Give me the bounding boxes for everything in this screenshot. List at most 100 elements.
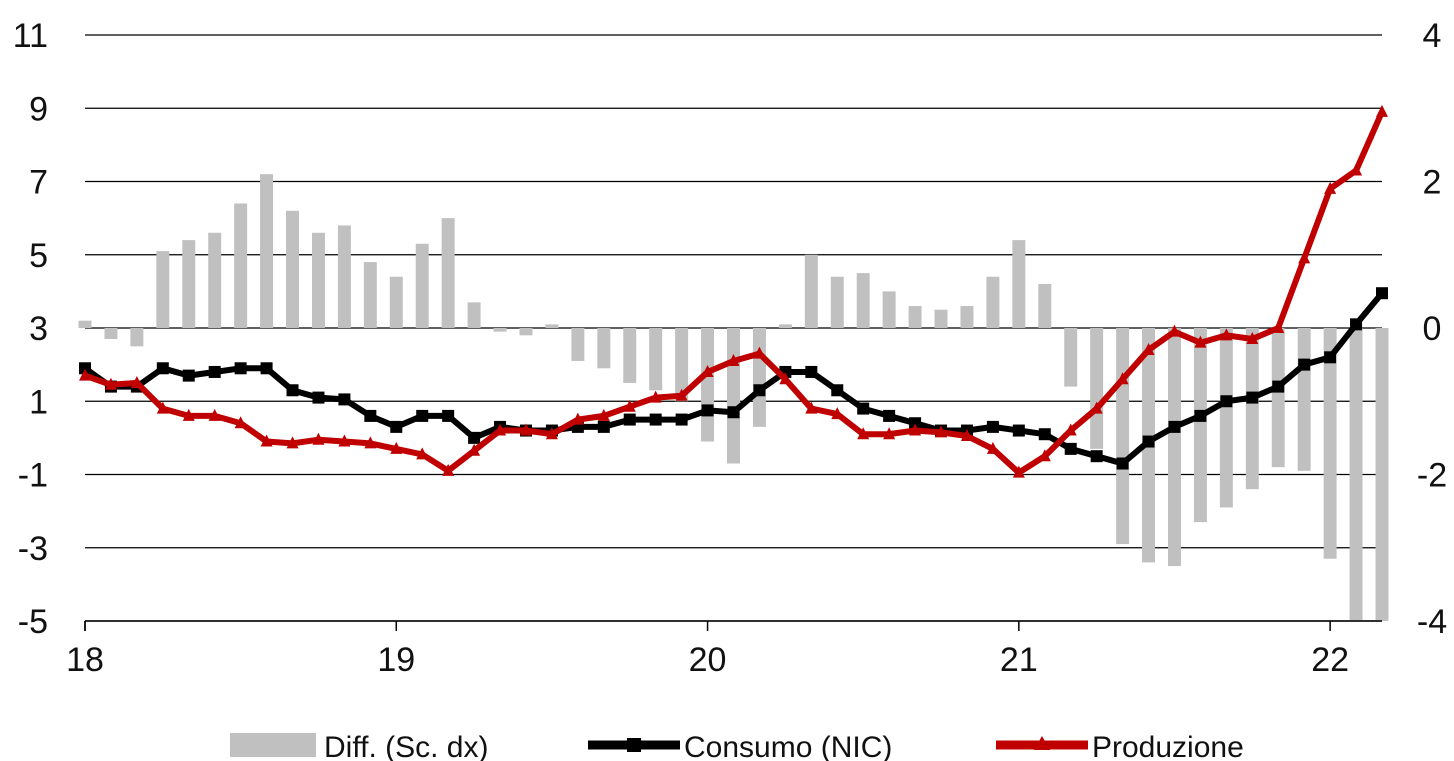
legend-label-consumo: Consumo (NIC) xyxy=(684,731,892,761)
point-consumo xyxy=(1246,391,1259,404)
point-produzione xyxy=(753,346,766,359)
point-produzione xyxy=(779,372,792,385)
point-produzione xyxy=(442,463,455,476)
point-consumo xyxy=(883,409,896,422)
bar-diff xyxy=(856,273,870,328)
point-produzione xyxy=(182,408,195,421)
point-consumo xyxy=(468,431,481,444)
legend-item-consumo: Consumo (NIC) xyxy=(588,731,892,761)
point-consumo xyxy=(182,369,195,382)
y-left-tick-label: -5 xyxy=(18,603,48,641)
point-consumo xyxy=(338,393,351,406)
bar-diff xyxy=(441,218,455,328)
point-produzione xyxy=(1272,321,1285,333)
bar-diff xyxy=(571,328,585,361)
bar-diff xyxy=(1297,328,1311,471)
bar-diff xyxy=(882,291,896,328)
point-consumo xyxy=(1064,442,1077,455)
point-consumo xyxy=(1350,318,1363,331)
point-consumo xyxy=(909,417,922,430)
legend-item-diff: Diff. (Sc. dx) xyxy=(230,731,488,761)
point-produzione xyxy=(364,436,377,449)
bar-diff xyxy=(623,328,637,383)
bar-diff xyxy=(493,328,507,332)
point-consumo xyxy=(805,365,818,378)
bar-diff xyxy=(78,320,92,328)
diff-bars xyxy=(78,174,1389,621)
legend-marker-produzione xyxy=(1034,736,1050,750)
x-tick-label: 19 xyxy=(377,641,415,679)
y-axis-right: 4 2 0 -2 -4 xyxy=(1417,17,1447,641)
point-consumo xyxy=(1194,409,1207,422)
point-produzione xyxy=(960,429,973,442)
y-left-tick-label: 5 xyxy=(29,237,48,275)
bar-diff xyxy=(986,276,1000,328)
point-consumo xyxy=(597,420,610,433)
y-left-tick-label: -1 xyxy=(18,457,48,495)
point-consumo xyxy=(1168,420,1181,433)
bar-diff xyxy=(1375,328,1389,621)
bar-diff xyxy=(182,240,196,328)
bar-diff xyxy=(597,328,611,369)
point-consumo xyxy=(701,404,714,417)
point-consumo xyxy=(442,409,455,422)
bar-diff xyxy=(1038,284,1052,328)
bar-diff xyxy=(752,328,766,427)
y-right-tick-label: 2 xyxy=(1423,164,1442,202)
point-consumo xyxy=(1142,435,1155,448)
point-consumo xyxy=(675,413,688,426)
legend-item-produzione: Produzione xyxy=(996,731,1244,761)
point-consumo xyxy=(623,413,636,426)
bar-diff xyxy=(545,324,559,328)
bar-diff xyxy=(1219,328,1233,508)
point-consumo xyxy=(156,362,169,375)
bar-diff xyxy=(519,328,533,336)
bar-diff xyxy=(363,262,377,328)
point-consumo xyxy=(649,413,662,426)
bar-diff xyxy=(1271,328,1285,468)
point-consumo xyxy=(727,406,740,419)
point-produzione xyxy=(1298,251,1311,264)
legend-marker-consumo xyxy=(627,738,641,752)
legend-label-produzione: Produzione xyxy=(1092,731,1244,761)
point-produzione xyxy=(1324,181,1337,194)
bar-diff xyxy=(727,328,740,464)
point-consumo xyxy=(390,420,403,433)
point-produzione xyxy=(805,401,818,414)
x-tick-label: 22 xyxy=(1311,641,1349,679)
y-left-tick-label: 7 xyxy=(29,164,48,202)
point-consumo xyxy=(1090,450,1103,463)
produzione-line xyxy=(79,104,1388,478)
point-produzione xyxy=(545,427,558,440)
bar-diff xyxy=(1090,328,1104,449)
point-consumo xyxy=(234,362,247,375)
bar-diff xyxy=(208,232,222,328)
bar-diff xyxy=(1323,328,1337,559)
point-produzione xyxy=(494,423,507,436)
point-produzione xyxy=(234,416,247,429)
point-produzione xyxy=(260,434,273,447)
bar-diff xyxy=(1193,328,1207,523)
bar-diff xyxy=(156,251,170,328)
point-produzione xyxy=(130,375,143,388)
legend: Diff. (Sc. dx) Consumo (NIC) Produzione xyxy=(230,731,1244,761)
y-right-tick-label: -2 xyxy=(1417,457,1447,495)
point-produzione xyxy=(857,427,870,440)
point-produzione xyxy=(986,441,999,454)
point-produzione xyxy=(623,399,636,412)
point-produzione xyxy=(727,353,740,366)
point-produzione xyxy=(1012,465,1025,478)
point-consumo xyxy=(416,409,429,422)
point-consumo xyxy=(857,402,870,415)
point-produzione xyxy=(1116,372,1129,385)
bar-diff xyxy=(804,254,818,328)
bar-diff xyxy=(934,309,948,328)
point-produzione xyxy=(571,412,584,425)
bar-diff xyxy=(260,174,274,328)
point-consumo xyxy=(364,409,377,422)
x-axis-labels: 18 19 20 21 22 xyxy=(66,641,1349,679)
point-consumo xyxy=(1272,380,1285,393)
bar-diff xyxy=(234,203,248,328)
y-right-tick-label: 0 xyxy=(1423,310,1442,348)
bar-diff xyxy=(389,276,403,328)
